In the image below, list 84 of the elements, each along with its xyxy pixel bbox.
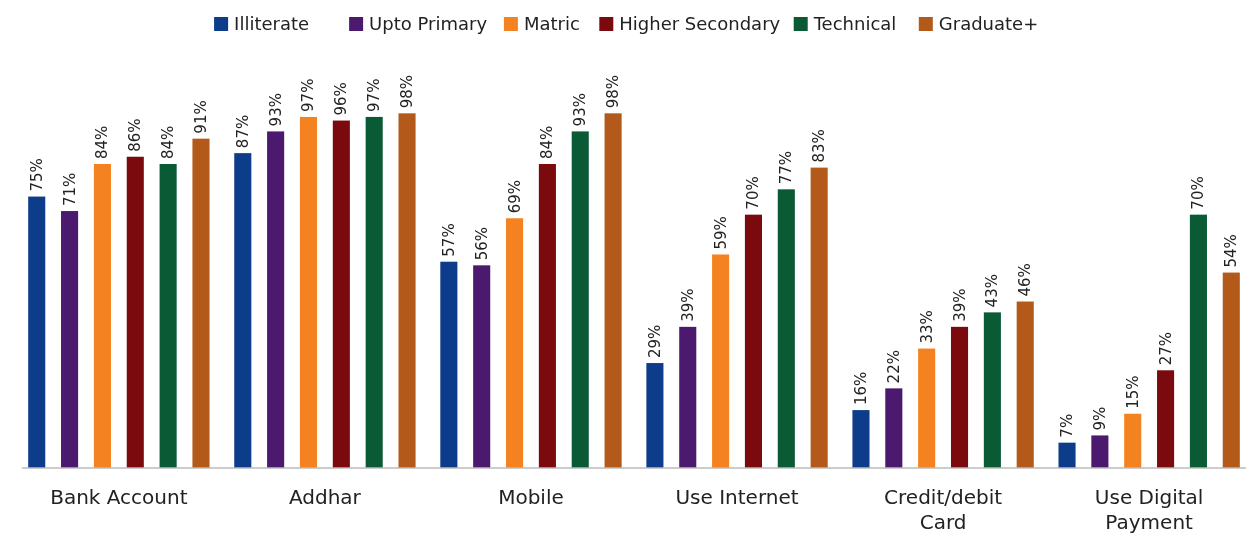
data-label: 86% bbox=[126, 118, 145, 152]
data-label: 29% bbox=[645, 324, 664, 359]
data-label: 98% bbox=[398, 74, 417, 109]
data-label: 87% bbox=[233, 114, 252, 149]
bar bbox=[1058, 442, 1076, 468]
x-tick-label: Use Digital Payment bbox=[1094, 485, 1204, 534]
bar bbox=[234, 153, 252, 468]
x-tick-label: Credit/debit Card bbox=[884, 485, 1003, 534]
data-label: 71% bbox=[60, 172, 79, 207]
data-label: 27% bbox=[1156, 331, 1175, 366]
bar bbox=[267, 131, 285, 468]
data-label: 33% bbox=[917, 310, 936, 344]
data-label: 84% bbox=[538, 125, 557, 159]
bar bbox=[918, 348, 936, 468]
bar bbox=[126, 156, 144, 468]
data-label: 69% bbox=[505, 179, 524, 214]
bar bbox=[332, 120, 350, 468]
data-label: 15% bbox=[1123, 375, 1142, 409]
data-label: 75% bbox=[27, 158, 46, 192]
bar bbox=[810, 167, 828, 468]
bar bbox=[506, 218, 524, 468]
bar bbox=[473, 265, 491, 468]
bar bbox=[679, 326, 697, 468]
bar bbox=[1157, 370, 1175, 468]
bar bbox=[365, 116, 383, 468]
bar bbox=[28, 196, 46, 468]
legend-label: Higher Secondary bbox=[619, 13, 781, 34]
x-tick-label: Use Internet bbox=[675, 485, 799, 509]
data-label: 39% bbox=[950, 288, 969, 322]
legend-label: Upto Primary bbox=[369, 13, 488, 34]
bar bbox=[712, 254, 730, 468]
data-label: 9% bbox=[1090, 406, 1109, 431]
bar bbox=[1016, 301, 1034, 468]
bar bbox=[852, 410, 870, 468]
data-label: 83% bbox=[810, 129, 829, 163]
bar bbox=[604, 113, 622, 468]
legend-label: Technical bbox=[812, 13, 897, 34]
bar bbox=[646, 363, 664, 468]
data-label: 84% bbox=[159, 125, 178, 159]
bar bbox=[885, 388, 903, 468]
bar bbox=[983, 312, 1001, 468]
data-label: 59% bbox=[711, 216, 730, 250]
bar bbox=[950, 326, 969, 468]
bar bbox=[299, 116, 318, 468]
bar bbox=[440, 261, 458, 468]
bar bbox=[159, 163, 177, 468]
data-label: 39% bbox=[678, 288, 697, 322]
bar bbox=[571, 131, 589, 468]
bar bbox=[93, 163, 111, 468]
bar bbox=[61, 211, 79, 468]
data-label: 16% bbox=[851, 371, 870, 406]
data-label: 43% bbox=[983, 274, 1002, 308]
data-label: 57% bbox=[439, 223, 458, 257]
bar bbox=[744, 214, 762, 468]
data-label: 7% bbox=[1058, 413, 1077, 438]
bar bbox=[1189, 214, 1207, 468]
data-label: 54% bbox=[1222, 234, 1241, 268]
legend-label: Illiterate bbox=[234, 13, 310, 34]
x-tick-label: Bank Account bbox=[50, 485, 188, 509]
legend-label: Graduate+ bbox=[938, 13, 1039, 34]
bar bbox=[192, 138, 210, 468]
bar bbox=[538, 163, 556, 468]
legend-label: Matric bbox=[523, 13, 580, 34]
data-label: 84% bbox=[93, 125, 112, 159]
data-label: 98% bbox=[604, 74, 623, 109]
data-label: 97% bbox=[299, 78, 318, 112]
bar bbox=[398, 113, 416, 468]
x-tick-label: Addhar bbox=[288, 485, 362, 509]
bar bbox=[1124, 413, 1142, 468]
data-label: 91% bbox=[191, 100, 210, 134]
data-label: 70% bbox=[1189, 176, 1208, 210]
data-label: 96% bbox=[332, 82, 351, 116]
data-label: 93% bbox=[266, 93, 285, 127]
data-label: 93% bbox=[571, 93, 590, 127]
data-label: 97% bbox=[365, 78, 384, 112]
bar bbox=[777, 189, 795, 468]
bar bbox=[1222, 272, 1240, 468]
data-label: 22% bbox=[884, 350, 903, 384]
data-label: 77% bbox=[777, 150, 796, 185]
x-tick-label: Mobile bbox=[498, 485, 564, 509]
data-label: 56% bbox=[472, 226, 491, 261]
data-label: 46% bbox=[1016, 263, 1035, 297]
bar bbox=[1091, 435, 1109, 468]
data-label: 70% bbox=[744, 176, 763, 210]
